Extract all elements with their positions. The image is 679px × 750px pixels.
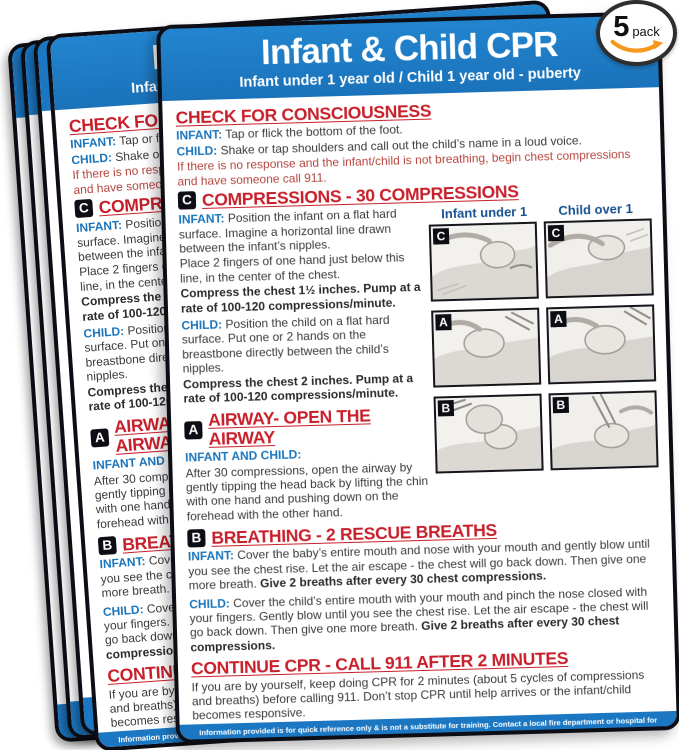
pack-count: 5 [613, 11, 630, 44]
illustration-sketch [550, 392, 657, 469]
child-label: CHILD: [189, 595, 231, 612]
child-text: Cover the child’s entire mouth with your… [189, 584, 649, 640]
illustration-sketch [545, 220, 652, 297]
child-label: CHILD: [70, 150, 113, 167]
figure-letter-badge: A [435, 314, 452, 331]
card-body: CHECK FOR CONSCIOUSNESS INFANT: Tap or f… [162, 87, 676, 724]
cpr-illustration-breathing-infant: B [433, 393, 544, 474]
figure-letter-badge: A [550, 311, 567, 328]
letter-badge-a: A [90, 428, 110, 448]
figures-column: Infant under 1 Child over 1 [428, 199, 659, 474]
footer-item-code: #1719 [646, 733, 667, 741]
cpr-illustration-breathing-child: B [548, 390, 659, 471]
figure-letter-badge: B [552, 397, 570, 414]
illustration-sketch [430, 224, 537, 300]
section-airway-heading-row: A AIRWAY- OPEN THE AIRWAY [184, 405, 431, 449]
figure-letter-badge: C [547, 225, 565, 242]
illustration-sketch [548, 306, 655, 383]
child-label: CHILD: [181, 317, 223, 333]
breathing-child-line: CHILD: Cover the child’s entire mouth wi… [189, 584, 663, 655]
figure-grid: C C [428, 218, 659, 474]
card-title: Infant & Child CPR [260, 24, 559, 72]
cpr-illustration-compressions-infant: C [428, 221, 539, 302]
infant-label: INFANT: [187, 548, 235, 564]
cpr-illustration-compressions-child: C [543, 218, 654, 299]
child-label: CHILD: [176, 143, 218, 159]
cpr-card: Infant & Child CPR Infant under 1 year o… [156, 11, 679, 744]
pack-count-line: 5 pack [613, 11, 660, 44]
compressions-infant-line: INFANT: Position the infant on a flat ha… [178, 206, 425, 256]
letter-badge-b: B [187, 529, 206, 548]
section-airway-heading: AIRWAY- OPEN THE AIRWAY [207, 405, 371, 449]
figure-header-infant: Infant under 1 [441, 204, 528, 222]
figure-header-child: Child over 1 [558, 201, 634, 219]
amazon-smile-icon [610, 39, 663, 53]
compressions-infant-bold: Compress the chest 1½ inches. Pump at a … [180, 280, 421, 316]
cpr-illustration-airway-infant: A [431, 307, 542, 388]
infant-label: INFANT: [178, 211, 225, 227]
compressions-child-bold: Compress the chest 2 inches. Pump at a r… [182, 370, 414, 406]
two-column-area: INFANT: Position the infant on a flat ha… [178, 199, 660, 525]
letter-badge-c: C [177, 191, 197, 210]
infant-label: INFANT: [175, 127, 223, 144]
figure-letter-badge: B [437, 400, 455, 417]
footer-disclaimer-line2: Safety Magnets® disclaims any warranty o… [196, 736, 661, 744]
cpr-illustration-airway-child: A [546, 304, 657, 385]
infant-label: INFANT: [69, 134, 117, 152]
compressions-text-column: INFANT: Position the infant on a flat ha… [178, 205, 433, 525]
five-pack-badge: 5 pack [596, 0, 677, 66]
letter-badge-b: B [97, 536, 117, 556]
airway-text: After 30 compressions, open the airway b… [185, 459, 429, 524]
pack-unit-label: pack [632, 24, 660, 40]
figure-letter-badge: C [432, 228, 450, 245]
letter-badge-c: C [74, 198, 94, 219]
front-card-wrapper: Infant & Child CPR Infant under 1 year o… [156, 11, 679, 744]
card-header: Infant & Child CPR Infant under 1 year o… [160, 15, 659, 102]
illustration-sketch [435, 395, 542, 472]
letter-badge-a: A [184, 420, 203, 440]
compressions-child-line: CHILD: Position the child on a flat hard… [181, 312, 429, 376]
